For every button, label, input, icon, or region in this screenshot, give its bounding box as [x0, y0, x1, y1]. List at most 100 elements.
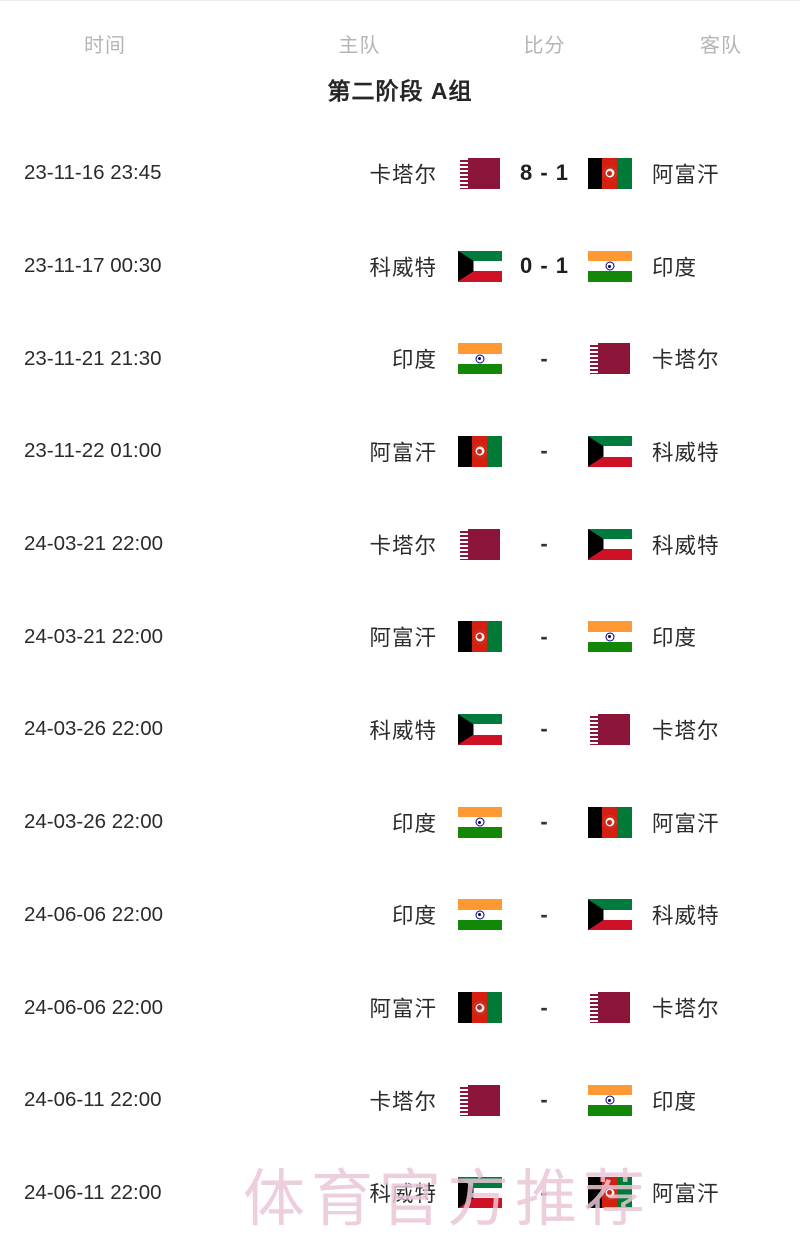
flag-kuwait-icon — [587, 899, 632, 931]
cell-away-team[interactable]: 印度 — [642, 1085, 800, 1116]
table-row[interactable]: 23-11-21 21:30 印度 - 卡塔尔 — [0, 312, 800, 405]
cell-score: - — [512, 902, 577, 928]
flag-kuwait-icon — [457, 1177, 502, 1209]
home-team-name: 科威特 — [369, 718, 437, 743]
cell-home-team[interactable]: 卡塔尔 — [272, 158, 447, 189]
cell-away-team[interactable]: 印度 — [642, 621, 800, 652]
away-team-name: 科威特 — [652, 440, 720, 465]
home-team-name: 科威特 — [369, 1182, 437, 1207]
flag-qatar-icon — [459, 157, 500, 189]
cell-away-team[interactable]: 科威特 — [642, 436, 800, 467]
cell-home-flag — [447, 1177, 512, 1209]
flag-qatar-icon — [589, 343, 630, 375]
cell-time: 24-06-11 22:00 — [0, 1181, 272, 1205]
cell-away-team[interactable]: 印度 — [642, 251, 800, 282]
header-label-home: 主队 — [338, 34, 381, 57]
match-time: 23-11-16 23:45 — [24, 161, 162, 185]
match-score: - — [540, 623, 549, 649]
cell-home-team[interactable]: 卡塔尔 — [272, 1085, 447, 1116]
away-team-name: 阿富汗 — [652, 162, 720, 187]
table-row[interactable]: 23-11-16 23:45 卡塔尔 8 - 1 阿富汗 — [0, 127, 800, 220]
cell-away-team[interactable]: 阿富汗 — [642, 807, 800, 838]
table-row[interactable]: 24-03-21 22:00 卡塔尔 - 科威特 — [0, 498, 800, 591]
cell-home-team[interactable]: 印度 — [272, 899, 447, 930]
cell-home-team[interactable]: 科威特 — [272, 714, 447, 745]
cell-away-flag — [577, 528, 642, 560]
table-row[interactable]: 23-11-22 01:00 阿富汗 - 科威特 — [0, 405, 800, 498]
cell-home-team[interactable]: 科威特 — [272, 1177, 447, 1208]
cell-away-team[interactable]: 卡塔尔 — [642, 714, 800, 745]
away-team-name: 卡塔尔 — [652, 348, 720, 373]
cell-home-team[interactable]: 阿富汗 — [272, 436, 447, 467]
match-rows-container: 23-11-16 23:45 卡塔尔 8 - 1 阿富汗 23-11-17 00:30 科… — [0, 127, 800, 1239]
cell-away-team[interactable]: 卡塔尔 — [642, 343, 800, 374]
cell-score: - — [512, 809, 577, 835]
home-team-name: 阿富汗 — [369, 626, 437, 651]
match-time: 23-11-21 21:30 — [24, 346, 162, 370]
cell-score: - — [512, 995, 577, 1021]
away-team-name: 卡塔尔 — [652, 718, 720, 743]
cell-away-flag — [577, 250, 642, 282]
cell-score: - — [512, 346, 577, 372]
cell-home-team[interactable]: 卡塔尔 — [272, 529, 447, 560]
match-time: 24-03-26 22:00 — [24, 717, 164, 741]
cell-away-flag — [577, 713, 642, 745]
home-team-name: 卡塔尔 — [369, 1089, 437, 1114]
home-team-name: 阿富汗 — [369, 440, 437, 465]
match-score: - — [540, 345, 549, 371]
flag-afghanistan-icon — [587, 157, 632, 189]
cell-home-team[interactable]: 印度 — [272, 343, 447, 374]
table-row[interactable]: 24-06-11 22:00 卡塔尔 - 印度 — [0, 1054, 800, 1147]
cell-home-team[interactable]: 科威特 — [272, 251, 447, 282]
cell-away-team[interactable]: 阿富汗 — [642, 158, 800, 189]
flag-qatar-icon — [589, 713, 630, 745]
flag-qatar-icon — [459, 528, 500, 560]
table-row[interactable]: 24-03-21 22:00 阿富汗 - 印度 — [0, 590, 800, 683]
cell-home-flag — [447, 1084, 512, 1116]
cell-home-flag — [447, 621, 512, 653]
cell-score: - — [512, 438, 577, 464]
flag-kuwait-icon — [457, 250, 502, 282]
cell-time: 23-11-16 23:45 — [0, 161, 272, 185]
cell-score: - — [512, 716, 577, 742]
header-label-time: 时间 — [84, 34, 126, 57]
away-team-name: 科威特 — [652, 533, 720, 558]
cell-away-team[interactable]: 阿富汗 — [642, 1177, 800, 1208]
flag-india-icon — [457, 806, 502, 838]
table-row[interactable]: 23-11-17 00:30 科威特 0 - 1 印度 — [0, 220, 800, 313]
match-time: 24-03-21 22:00 — [24, 624, 164, 648]
match-time: 24-06-06 22:00 — [24, 995, 164, 1019]
table-row[interactable]: 24-06-11 22:00 科威特 - 阿富汗 — [0, 1147, 800, 1239]
cell-home-flag — [447, 435, 512, 467]
flag-india-icon — [587, 250, 632, 282]
cell-away-flag — [577, 899, 642, 931]
table-row[interactable]: 24-03-26 22:00 科威特 - 卡塔尔 — [0, 683, 800, 776]
away-team-name: 阿富汗 — [652, 1182, 720, 1207]
match-score: - — [540, 438, 549, 464]
header-cell-time: 时间 — [0, 29, 272, 58]
flag-kuwait-icon — [587, 435, 632, 467]
away-team-name: 阿富汗 — [652, 811, 720, 836]
flag-india-icon — [587, 621, 632, 653]
table-row[interactable]: 24-03-26 22:00 印度 - 阿富汗 — [0, 776, 800, 869]
table-row[interactable]: 24-06-06 22:00 阿富汗 - 卡塔尔 — [0, 961, 800, 1054]
match-score: - — [540, 1087, 549, 1113]
table-header-row: 时间 主队 比分 客队 — [0, 20, 800, 66]
cell-home-team[interactable]: 阿富汗 — [272, 621, 447, 652]
cell-away-team[interactable]: 科威特 — [642, 529, 800, 560]
flag-india-icon — [457, 343, 502, 375]
cell-time: 24-06-06 22:00 — [0, 903, 272, 927]
match-score: - — [540, 901, 549, 927]
match-score: 0 - 1 — [519, 253, 570, 279]
group-title: 第二阶段 A组 — [327, 78, 473, 104]
cell-away-team[interactable]: 科威特 — [642, 899, 800, 930]
cell-score: - — [512, 1180, 577, 1206]
table-row[interactable]: 24-06-06 22:00 印度 - 科威特 — [0, 869, 800, 962]
cell-home-flag — [447, 899, 512, 931]
match-time: 23-11-17 00:30 — [24, 254, 162, 278]
cell-home-team[interactable]: 印度 — [272, 807, 447, 838]
flag-india-icon — [457, 899, 502, 931]
cell-away-team[interactable]: 卡塔尔 — [642, 992, 800, 1023]
cell-time: 24-03-21 22:00 — [0, 625, 272, 649]
cell-home-team[interactable]: 阿富汗 — [272, 992, 447, 1023]
